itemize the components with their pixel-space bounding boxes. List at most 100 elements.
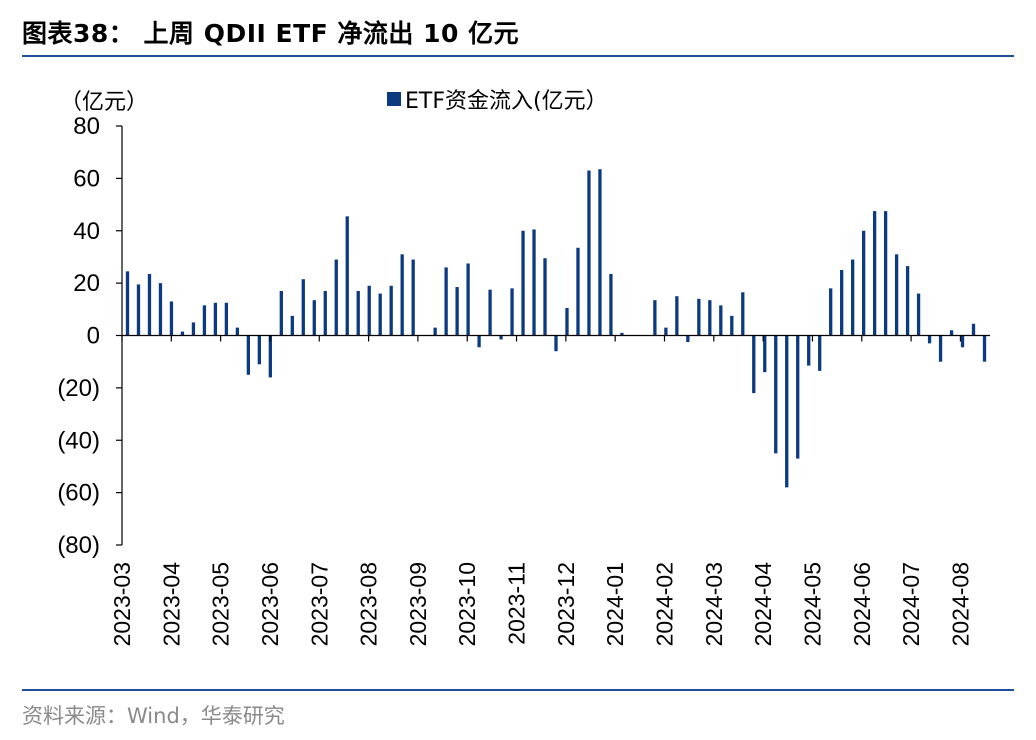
x-tick-label: 2024-06 — [849, 562, 875, 646]
bar — [499, 335, 503, 340]
x-tick-label: 2023-08 — [356, 562, 382, 646]
bar — [774, 335, 778, 454]
bar — [125, 271, 130, 336]
x-tick-label: 2024-08 — [947, 562, 973, 646]
bar — [301, 279, 305, 336]
bar — [598, 169, 602, 336]
bar — [949, 330, 954, 336]
bar — [389, 285, 393, 336]
bar — [345, 216, 349, 336]
legend-label: ETF资金流入(亿元） — [405, 89, 608, 114]
bar — [587, 170, 591, 336]
bar — [169, 301, 174, 336]
bar — [763, 335, 767, 373]
bar — [246, 335, 251, 375]
bar — [279, 290, 283, 336]
bar — [554, 335, 558, 352]
bar — [411, 259, 415, 336]
bar — [213, 302, 218, 336]
bar — [818, 335, 822, 371]
bar-series — [125, 169, 987, 488]
bar — [334, 259, 338, 336]
y-axis: 80 60 40 20 0 (20) (40) (60) (80) — [57, 113, 123, 559]
bar — [477, 335, 481, 348]
bar — [158, 283, 163, 336]
bar — [927, 335, 932, 344]
bar — [147, 273, 152, 336]
x-axis: 2023-03 2023-04 2023-05 2023-06 2023-07 2023-… — [109, 334, 990, 647]
bar — [851, 259, 855, 336]
x-tick-label: 2023-09 — [405, 562, 431, 646]
bar — [576, 247, 580, 336]
bar — [752, 335, 756, 394]
y-tick-label: (60) — [57, 480, 100, 507]
x-tick-label: 2023-07 — [306, 562, 332, 646]
bar — [807, 335, 811, 366]
bar — [719, 305, 723, 336]
x-tick-label: 2024-05 — [800, 562, 826, 646]
bar — [433, 327, 437, 336]
bar — [290, 315, 294, 336]
x-tick-label: 2024-02 — [652, 562, 678, 646]
bar — [708, 300, 712, 336]
bar — [785, 335, 789, 488]
bar — [840, 270, 844, 336]
bar — [697, 298, 701, 336]
bar — [323, 290, 327, 336]
x-tick-label: 2023-03 — [109, 562, 135, 646]
y-tick-label: 20 — [73, 270, 100, 297]
bar — [960, 335, 965, 348]
bar — [862, 230, 866, 336]
x-tick-label: 2023-06 — [257, 562, 283, 646]
y-tick-label: (20) — [57, 375, 100, 402]
bar — [235, 327, 240, 336]
bar — [224, 302, 229, 336]
footer-divider — [22, 689, 1014, 691]
bar — [532, 229, 536, 336]
x-tick-label: 2023-12 — [553, 562, 579, 646]
bar — [510, 288, 514, 336]
legend: ETF资金流入(亿元） — [387, 89, 608, 114]
bar — [741, 292, 745, 336]
bar — [367, 285, 371, 336]
legend-swatch — [387, 92, 401, 106]
x-tick-label: 2023-10 — [454, 562, 480, 646]
bar — [378, 293, 382, 336]
bar — [521, 230, 525, 336]
bar — [444, 267, 448, 336]
x-tick-label: 2024-03 — [701, 562, 727, 646]
bar — [829, 288, 833, 336]
bar — [400, 254, 404, 336]
bar — [675, 296, 679, 336]
bar — [894, 254, 899, 336]
title-divider — [22, 55, 1014, 57]
x-tick-label: 2024-07 — [898, 562, 924, 646]
bar — [455, 287, 459, 336]
chart-title: 图表38： 上周 QDII ETF 净流出 10 亿元 — [22, 19, 520, 48]
bar — [872, 211, 877, 336]
bar — [136, 284, 141, 336]
bar — [356, 290, 360, 336]
y-tick-label: 80 — [73, 113, 100, 140]
x-tick-label: 2024-01 — [602, 562, 628, 646]
bar — [609, 273, 613, 336]
bar — [916, 293, 921, 336]
bar — [180, 331, 185, 336]
bar-chart: （亿元） ETF资金流入(亿元） 80 60 40 20 0 (20) (40) (60) (8… — [57, 89, 990, 647]
bar — [488, 289, 492, 336]
y-axis-unit-label: （亿元） — [60, 90, 148, 115]
x-tick-label: 2024-04 — [750, 562, 776, 647]
bar — [543, 258, 547, 336]
bar — [257, 335, 261, 365]
bar — [191, 322, 196, 336]
bar — [664, 327, 668, 336]
bar — [268, 335, 272, 378]
source-note: 资料来源：Wind，华泰研究 — [22, 704, 285, 728]
bar — [971, 323, 976, 336]
bar — [466, 263, 470, 336]
bar — [883, 211, 888, 336]
x-tick-label: 2023-04 — [158, 562, 184, 647]
bar — [796, 335, 800, 459]
y-tick-label: (40) — [57, 427, 100, 454]
bar — [620, 332, 624, 336]
